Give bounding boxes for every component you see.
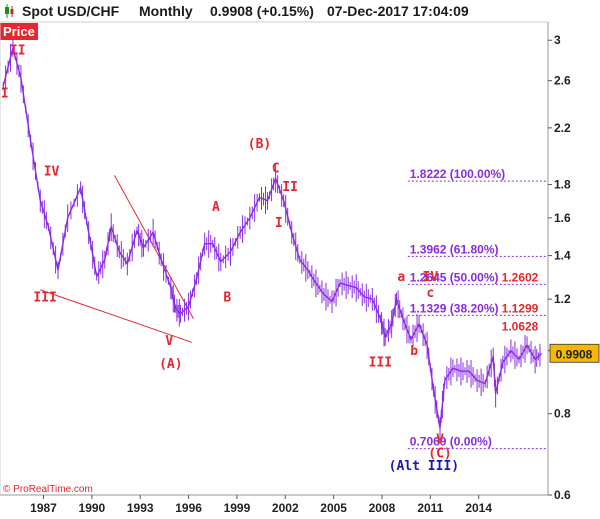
y-tick-label: 3 <box>554 33 561 47</box>
fib-level-label: 0.7069 (0.00%) <box>410 435 492 449</box>
y-tick-label: 0.8 <box>554 407 571 421</box>
wave-label: I <box>1 86 9 101</box>
wave-label: (A) <box>159 357 182 372</box>
wave-label: c <box>426 286 434 301</box>
price-marker-label: 1.0628 <box>502 319 539 333</box>
x-tick-label: 2002 <box>272 501 299 515</box>
trendline <box>113 175 194 319</box>
x-tick-label: 1987 <box>30 501 57 515</box>
y-tick-label: 2.6 <box>554 74 571 88</box>
last-change-label: 0.9908 (+0.15%) <box>210 3 314 19</box>
wave-label: IV <box>423 270 439 285</box>
price-marker-label: 1.1299 <box>502 301 539 315</box>
candlestick-icon <box>5 4 14 18</box>
x-tick-label: 2011 <box>417 501 443 515</box>
chart-header: Spot USD/CHF Monthly 0.9908 (+0.15%) 07-… <box>0 0 600 22</box>
price-marker-label: 1.2602 <box>502 270 539 284</box>
wave-label: b <box>410 344 418 359</box>
y-tick-label: 1.4 <box>554 249 571 263</box>
wave-label: (B) <box>248 137 271 152</box>
x-tick-label: 2014 <box>465 501 492 515</box>
wave-label: a <box>397 270 405 285</box>
fibonacci-levels: 1.8222 (100.00%) 1.3962 (61.80%) 1.2645 (5… <box>407 167 548 450</box>
x-tick-label: 1996 <box>175 501 202 515</box>
x-tick-label: 1990 <box>79 501 106 515</box>
trendline <box>40 289 192 343</box>
fib-level-label: 1.1329 (38.20%) <box>410 301 499 315</box>
watermark: © ProRealTime.com <box>3 484 93 495</box>
price-series <box>2 39 543 440</box>
y-tick-label: 1.2 <box>554 292 571 306</box>
wave-label: A <box>212 200 220 215</box>
fib-level-label: 1.3962 (61.80%) <box>410 242 499 256</box>
fib-level-label: 1.8222 (100.00%) <box>410 167 505 181</box>
last-price-box <box>549 343 600 363</box>
datetime-label: 07-Dec-2017 17:04:09 <box>327 3 469 19</box>
x-tick-label: 1993 <box>127 501 154 515</box>
alt-wave-label: (Alt III) <box>389 459 459 474</box>
x-tick-label: 1999 <box>224 501 251 515</box>
wave-label: III <box>369 356 392 371</box>
wave-label: V <box>165 334 173 349</box>
x-tick-label: 2005 <box>320 501 347 515</box>
y-tick-label: 1.8 <box>554 178 571 192</box>
fib-level-label: 1.2645 (50.00%) <box>410 270 499 284</box>
wave-label: IV <box>44 164 60 179</box>
y-tick-label: 0.6 <box>554 488 571 502</box>
plot-frame <box>0 21 549 496</box>
x-tick-label: 2008 <box>369 501 396 515</box>
y-tick-label: 1.6 <box>554 211 571 225</box>
last-price-label: 0.9908 <box>556 347 593 361</box>
period-label: Monthly <box>139 3 193 19</box>
trendlines <box>40 175 194 343</box>
wave-label: I <box>275 216 283 231</box>
wave-label: V <box>436 432 444 447</box>
wave-label: (C) <box>428 447 451 462</box>
price-tag: Price <box>0 23 38 40</box>
wave-label: II <box>10 44 26 59</box>
instrument-title: Spot USD/CHF <box>22 3 120 19</box>
wave-label: III <box>33 291 56 306</box>
wave-label: II <box>282 180 298 195</box>
axes: 32.62.21.81.61.41.210.80.619871990199319… <box>0 22 600 515</box>
grid <box>0 21 549 496</box>
y-tick-label: 2.2 <box>554 121 571 135</box>
wave-label: B <box>223 291 231 306</box>
wave-label: C <box>272 161 280 176</box>
